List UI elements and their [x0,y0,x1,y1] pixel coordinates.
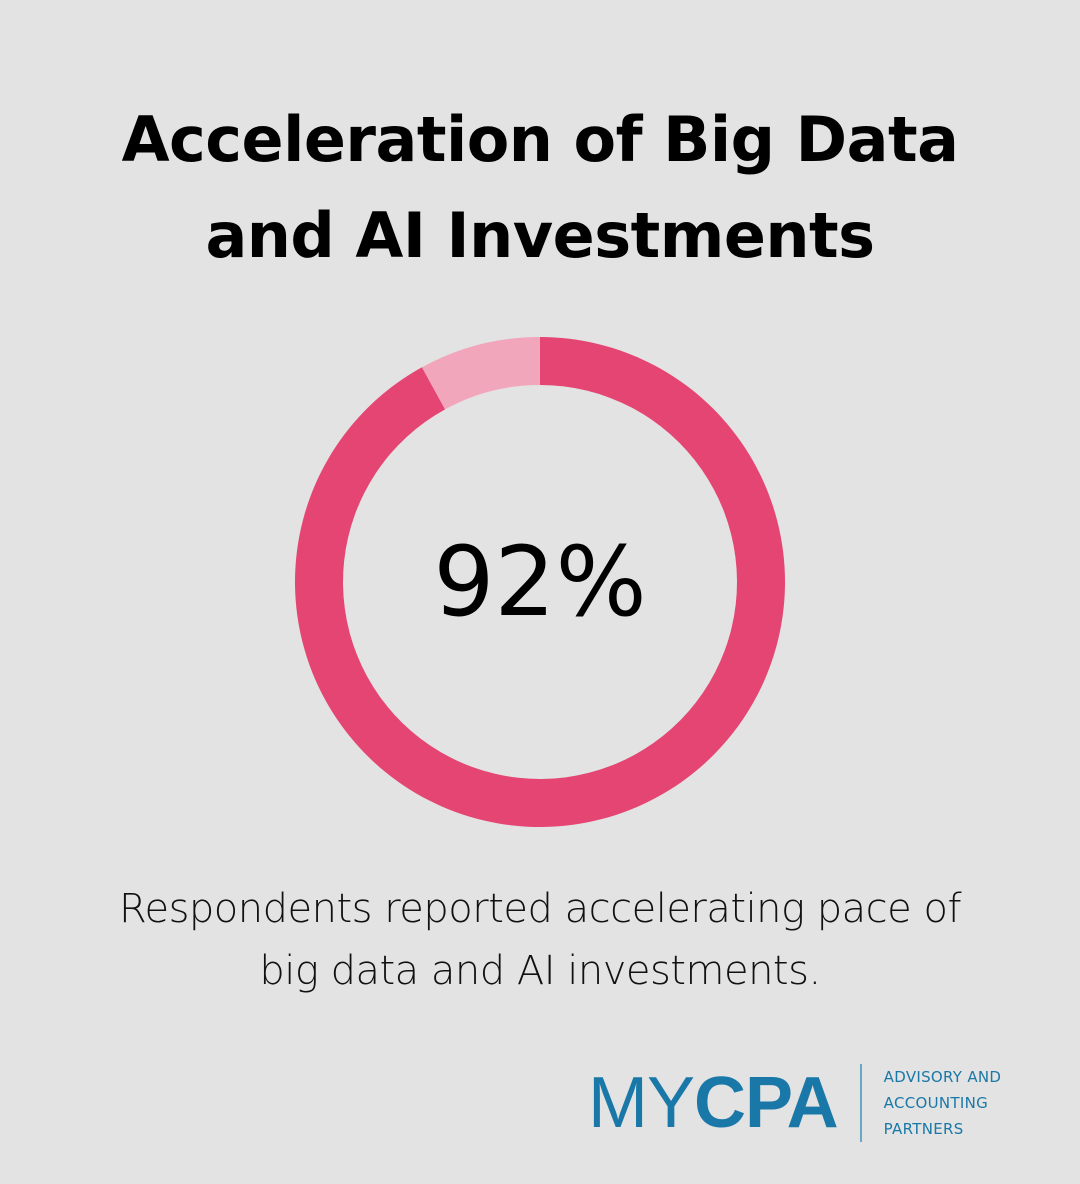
caption-line-1: Respondents reported accelerating pace o… [118,886,962,932]
logo-tagline: ADVISORY AND ACCOUNTING PARTNERS [884,1064,1002,1142]
title-line-2: and AI Investments [205,199,875,272]
caption-line-2: big data and AI investments. [259,948,821,994]
logo-tagline-line-1: ADVISORY AND [883,1068,1002,1086]
logo-tagline-line-3: PARTNERS [883,1120,964,1138]
page-title: Acceleration of Big Data and AI Investme… [40,92,1040,284]
mycpa-logo: MYCPA ADVISORY AND ACCOUNTING PARTNERS [588,1062,1001,1144]
logo-cpa: CPA [694,1063,839,1143]
donut-segment-rest [421,337,540,410]
donut-chart-svg [294,337,785,827]
donut-segment-main [294,337,785,827]
logo-my: MY [588,1063,695,1143]
donut-chart [290,332,790,832]
chart-caption: Respondents reported accelerating pace o… [40,878,1040,1002]
logo-divider [859,1064,862,1142]
logo-tagline-line-2: ACCOUNTING [883,1094,989,1112]
logo-wordmark: MYCPA [588,1067,839,1139]
title-line-1: Acceleration of Big Data [121,103,959,176]
